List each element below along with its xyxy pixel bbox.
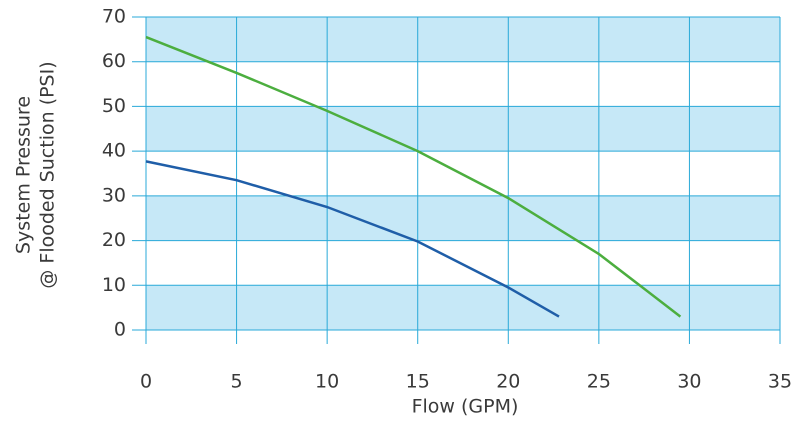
y-tick-label: 50	[102, 95, 126, 117]
x-tick-label: 20	[496, 371, 520, 393]
y-tick-label: 0	[114, 319, 126, 341]
x-tick-label: 35	[768, 371, 792, 393]
y-tick-label: 30	[102, 184, 126, 206]
line-series	[145, 160, 560, 318]
x-tick-label: 10	[315, 371, 339, 393]
y-tick-label: 70	[102, 6, 126, 28]
y-tick-label: 60	[102, 50, 126, 72]
y-axis-label: System Pressure	[13, 96, 35, 254]
y-axis-label: @ Flooded Suction (PSI)	[37, 61, 59, 288]
x-tick-label: 5	[231, 371, 243, 393]
x-tick-label: 0	[140, 371, 152, 393]
y-tick-label: 20	[102, 229, 126, 251]
y-tick-label: 40	[102, 140, 126, 162]
x-tick-label: 25	[587, 371, 611, 393]
x-axis-label: Flow (GPM)	[412, 396, 519, 418]
x-tick-label: 30	[677, 371, 701, 393]
x-tick-label: 15	[406, 371, 430, 393]
band	[146, 195, 780, 241]
band	[146, 106, 780, 152]
band	[146, 17, 780, 62]
band	[146, 285, 780, 330]
y-tick-label: 10	[102, 274, 126, 296]
line-series	[145, 35, 682, 318]
